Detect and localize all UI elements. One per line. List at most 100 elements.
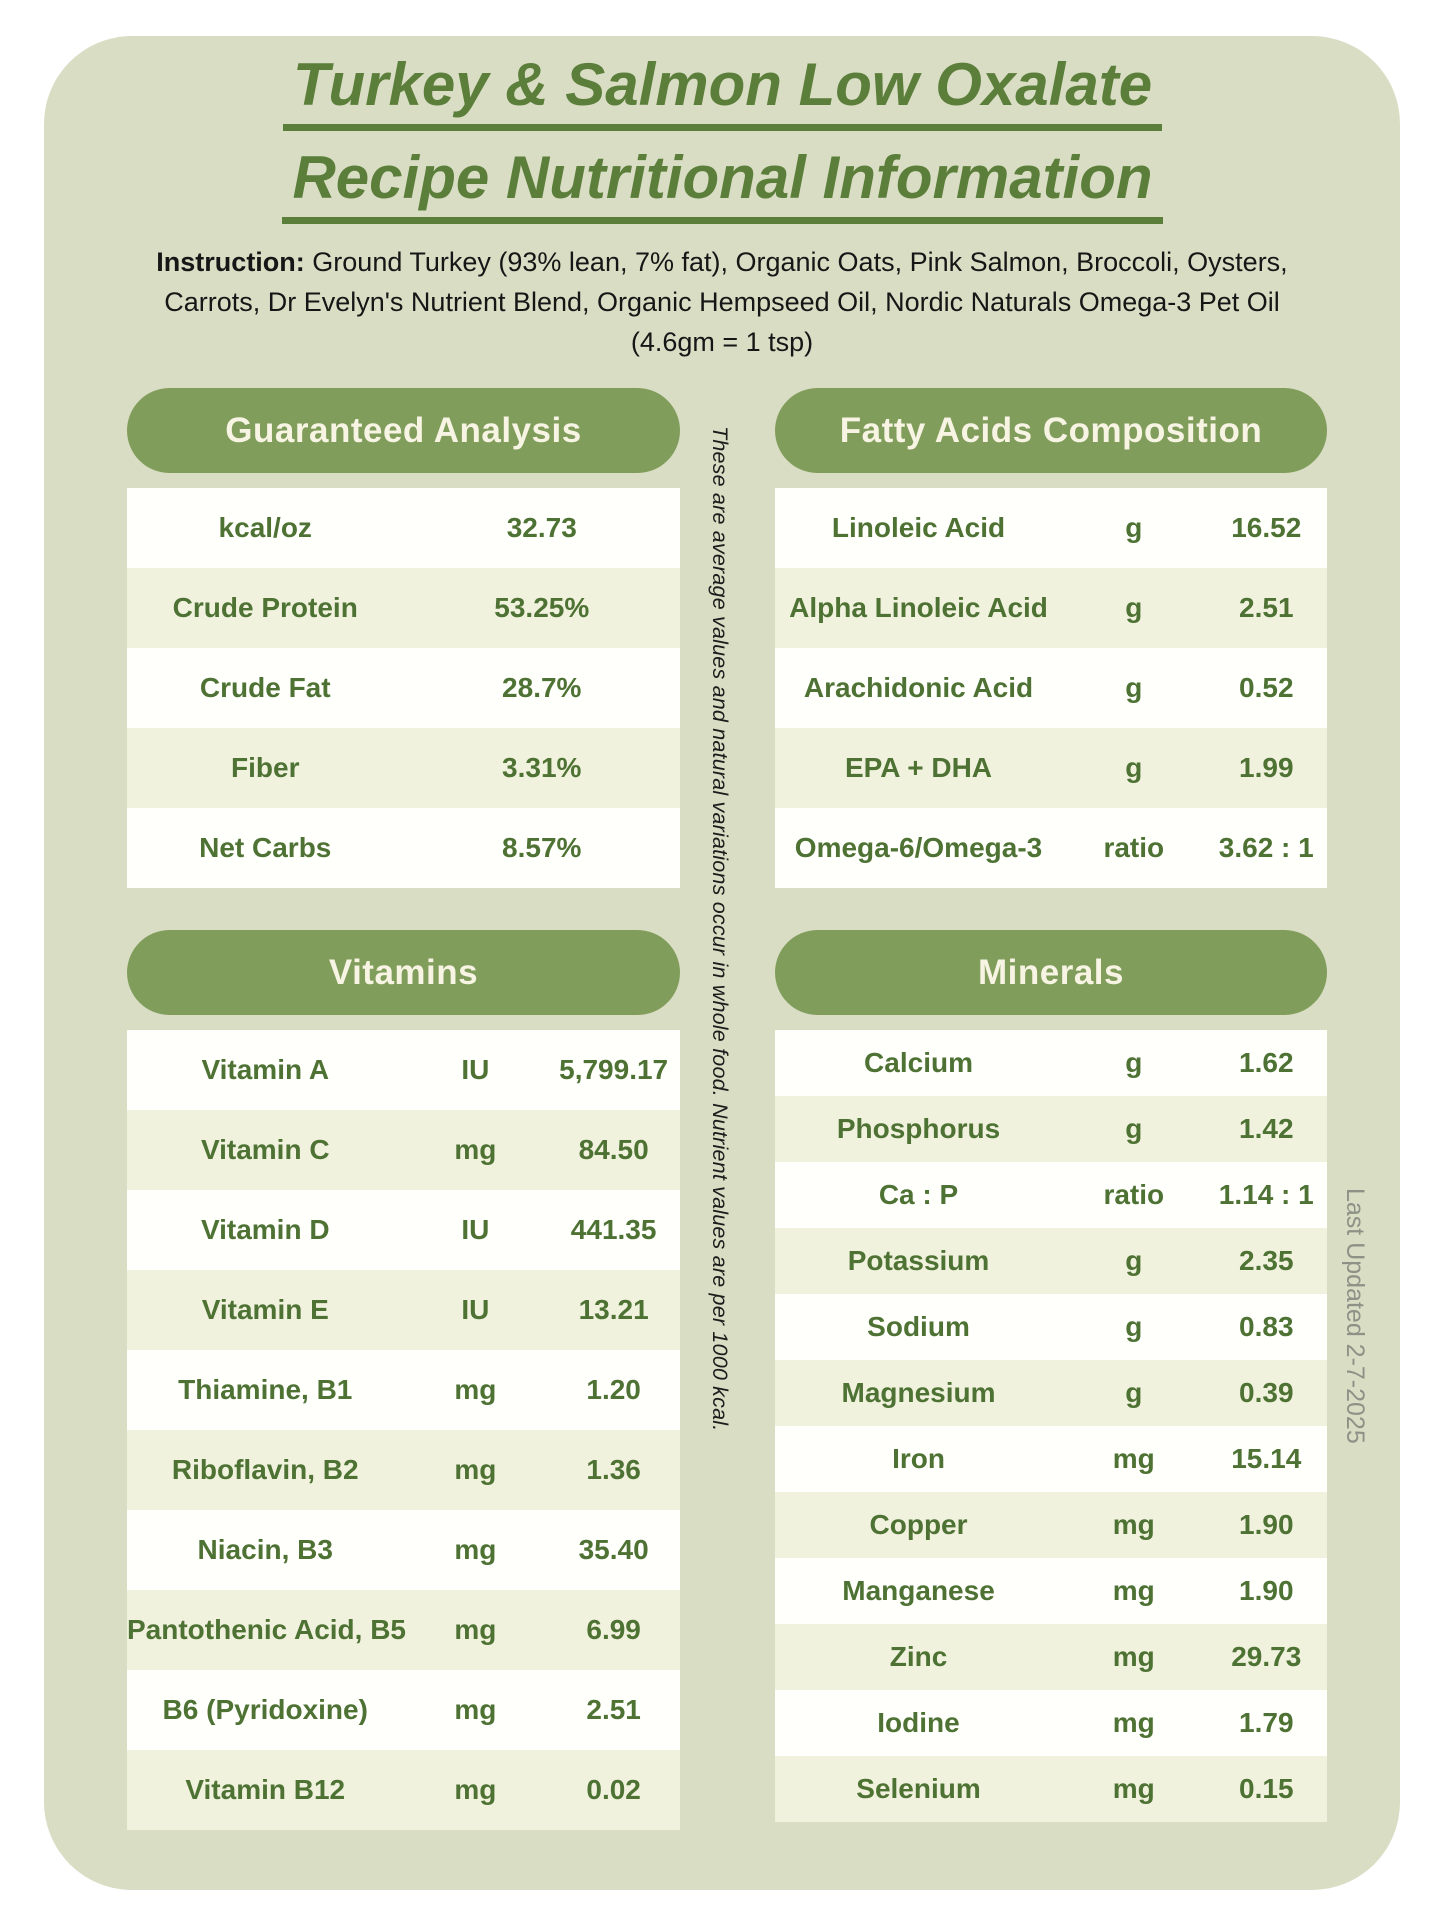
guaranteed-analysis-value: 3.31% bbox=[502, 752, 582, 783]
minerals-row: Copper mg 1.90 bbox=[775, 1492, 1327, 1558]
minerals-row: Iron mg 15.14 bbox=[775, 1426, 1327, 1492]
guaranteed-analysis-value: 32.73 bbox=[506, 512, 577, 543]
section-fatty-acids: Fatty Acids Composition Linoleic Acid g 16… bbox=[775, 388, 1327, 888]
vitamins-value: 6.99 bbox=[586, 1614, 641, 1645]
vitamins-row: Vitamin D IU 441.35 bbox=[127, 1190, 680, 1270]
minerals-unit: mg bbox=[1112, 1773, 1155, 1804]
guaranteed-analysis-name: Crude Fat bbox=[199, 672, 331, 703]
vitamins-name: B6 (Pyridoxine) bbox=[162, 1694, 368, 1725]
vitamins-row: Vitamin A IU 5,799.17 bbox=[127, 1030, 680, 1110]
minerals-row: Manganese mg 1.90 bbox=[775, 1558, 1327, 1624]
instruction-text: Ground Turkey (93% lean, 7% fat), Organi… bbox=[164, 247, 1288, 357]
minerals-value: 1.90 bbox=[1239, 1575, 1294, 1606]
minerals-name: Ca : P bbox=[878, 1179, 959, 1210]
vitamins-row: Thiamine, B1 mg 1.20 bbox=[127, 1350, 680, 1430]
minerals-unit: g bbox=[1125, 1245, 1143, 1276]
vitamins-value: 84.50 bbox=[578, 1134, 649, 1165]
vitamins-row: Niacin, B3 mg 35.40 bbox=[127, 1510, 680, 1590]
vitamins-unit: mg bbox=[454, 1694, 497, 1725]
minerals-name: Copper bbox=[869, 1509, 968, 1540]
vitamins-name: Vitamin C bbox=[200, 1134, 330, 1165]
minerals-row: Magnesium g 0.39 bbox=[775, 1360, 1327, 1426]
fatty-acids-composition-unit: g bbox=[1125, 752, 1143, 783]
vitamins-unit: mg bbox=[454, 1614, 497, 1645]
minerals-value: 1.14 : 1 bbox=[1218, 1179, 1314, 1210]
section-header-label: Guaranteed Analysis bbox=[225, 410, 582, 450]
fatty-acids-composition-value: 2.51 bbox=[1239, 592, 1294, 623]
average-values-note: These are average values and natural var… bbox=[708, 426, 732, 1432]
vitamins-value: 5,799.17 bbox=[559, 1054, 669, 1085]
fatty-acids-composition-unit: g bbox=[1125, 512, 1143, 543]
vitamins-row: Vitamin E IU 13.21 bbox=[127, 1270, 680, 1350]
guaranteed-analysis-value: 53.25% bbox=[494, 592, 590, 623]
minerals-unit: ratio bbox=[1103, 1179, 1165, 1210]
minerals-row: Phosphorus g 1.42 bbox=[775, 1096, 1327, 1162]
section-header-guaranteed-analysis: Guaranteed Analysis bbox=[127, 388, 680, 473]
vitamins-value: 2.51 bbox=[586, 1694, 641, 1725]
minerals-unit: mg bbox=[1112, 1707, 1155, 1738]
vitamins-name: Vitamin A bbox=[201, 1054, 330, 1085]
minerals-unit: g bbox=[1125, 1113, 1143, 1144]
minerals-value: 1.90 bbox=[1239, 1509, 1294, 1540]
vitamins-value: 35.40 bbox=[578, 1534, 649, 1565]
fatty-acids-composition-value: 1.99 bbox=[1239, 752, 1294, 783]
fatty-acids-composition-name: Arachidonic Acid bbox=[803, 672, 1034, 703]
vitamins-unit: IU bbox=[461, 1294, 490, 1325]
minerals-name: Selenium bbox=[856, 1773, 981, 1804]
section-guaranteed-analysis: Guaranteed Analysis kcal/oz 32.73 Crude Pr… bbox=[127, 388, 680, 888]
vitamins-unit: IU bbox=[461, 1214, 490, 1245]
guaranteed-analysis-name: kcal/oz bbox=[218, 512, 312, 543]
minerals-value: 0.39 bbox=[1239, 1377, 1294, 1408]
minerals-name: Iron bbox=[892, 1443, 945, 1474]
minerals-row: Selenium mg 0.15 bbox=[775, 1756, 1327, 1822]
vitamins-name: Pantothenic Acid, B5 bbox=[127, 1614, 407, 1645]
fatty-acids-table: Linoleic Acid g 16.52 Alpha Linoleic Acid g 2… bbox=[775, 488, 1327, 888]
minerals-row: Potassium g 2.35 bbox=[775, 1228, 1327, 1294]
instruction-label: Instruction: bbox=[156, 247, 305, 277]
fatty-acids-composition-row: Alpha Linoleic Acid g 2.51 bbox=[775, 568, 1327, 648]
guaranteed-analysis-row: kcal/oz 32.73 bbox=[127, 488, 680, 568]
fatty-acids-composition-row: Omega-6/Omega-3 ratio 3.62 : 1 bbox=[775, 808, 1327, 888]
vitamins-value: 0.02 bbox=[586, 1774, 641, 1805]
last-updated-note: Last Updated 2-7-2025 bbox=[1341, 1188, 1369, 1444]
vitamins-value: 1.36 bbox=[586, 1454, 641, 1485]
vitamins-name: Vitamin E bbox=[201, 1294, 329, 1325]
minerals-value: 15.14 bbox=[1231, 1443, 1302, 1474]
section-header-label: Minerals bbox=[978, 952, 1124, 992]
guaranteed-analysis-value: 8.57% bbox=[502, 832, 582, 863]
minerals-unit: mg bbox=[1112, 1443, 1155, 1474]
section-header-label: Fatty Acids Composition bbox=[839, 410, 1263, 450]
minerals-name: Manganese bbox=[842, 1575, 995, 1606]
minerals-name: Sodium bbox=[867, 1311, 970, 1342]
vitamins-row: Riboflavin, B2 mg 1.36 bbox=[127, 1430, 680, 1510]
vitamins-unit: mg bbox=[454, 1454, 497, 1485]
fatty-acids-composition-row: Arachidonic Acid g 0.52 bbox=[775, 648, 1327, 728]
minerals-name: Zinc bbox=[889, 1641, 948, 1672]
section-header-label: Vitamins bbox=[328, 952, 479, 992]
fatty-acids-composition-name: EPA + DHA bbox=[845, 752, 993, 783]
guaranteed-analysis-table: kcal/oz 32.73 Crude Protein 53.25% Crude Fat… bbox=[127, 488, 680, 888]
vitamins-unit: IU bbox=[461, 1054, 490, 1085]
minerals-row: Calcium g 1.62 bbox=[775, 1030, 1327, 1096]
vitamins-row: Pantothenic Acid, B5 mg 6.99 bbox=[127, 1590, 680, 1670]
minerals-value: 1.79 bbox=[1239, 1707, 1294, 1738]
fatty-acids-composition-unit: ratio bbox=[1103, 832, 1165, 863]
minerals-unit: mg bbox=[1112, 1641, 1155, 1672]
fatty-acids-composition-value: 0.52 bbox=[1239, 672, 1294, 703]
minerals-unit: mg bbox=[1112, 1575, 1155, 1606]
vitamins-value: 1.20 bbox=[586, 1374, 641, 1405]
minerals-row: Sodium g 0.83 bbox=[775, 1294, 1327, 1360]
vitamins-name: Thiamine, B1 bbox=[178, 1374, 353, 1405]
minerals-value: 1.62 bbox=[1239, 1047, 1294, 1078]
minerals-unit: g bbox=[1125, 1311, 1143, 1342]
fatty-acids-composition-row: EPA + DHA g 1.99 bbox=[775, 728, 1327, 808]
minerals-name: Calcium bbox=[864, 1047, 973, 1078]
fatty-acids-composition-unit: g bbox=[1125, 672, 1143, 703]
guaranteed-analysis-value: 28.7% bbox=[502, 672, 582, 703]
guaranteed-analysis-name: Net Carbs bbox=[199, 832, 332, 863]
minerals-unit: mg bbox=[1112, 1509, 1155, 1540]
section-header-minerals: Minerals bbox=[775, 930, 1327, 1015]
minerals-name: Iodine bbox=[877, 1707, 960, 1738]
minerals-table: Calcium g 1.62 Phosphorus g 1.42 Ca : P ratio 1.… bbox=[775, 1030, 1327, 1822]
minerals-value: 1.42 bbox=[1239, 1113, 1294, 1144]
